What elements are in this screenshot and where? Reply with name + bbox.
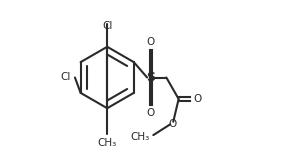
Text: Cl: Cl: [102, 21, 113, 31]
Text: O: O: [147, 37, 155, 47]
Text: CH₃: CH₃: [130, 132, 149, 142]
Text: S: S: [146, 71, 155, 84]
Text: O: O: [147, 108, 155, 118]
Text: O: O: [193, 94, 201, 104]
Text: CH₃: CH₃: [98, 138, 117, 148]
Text: Cl: Cl: [60, 73, 70, 82]
Text: O: O: [168, 119, 177, 129]
